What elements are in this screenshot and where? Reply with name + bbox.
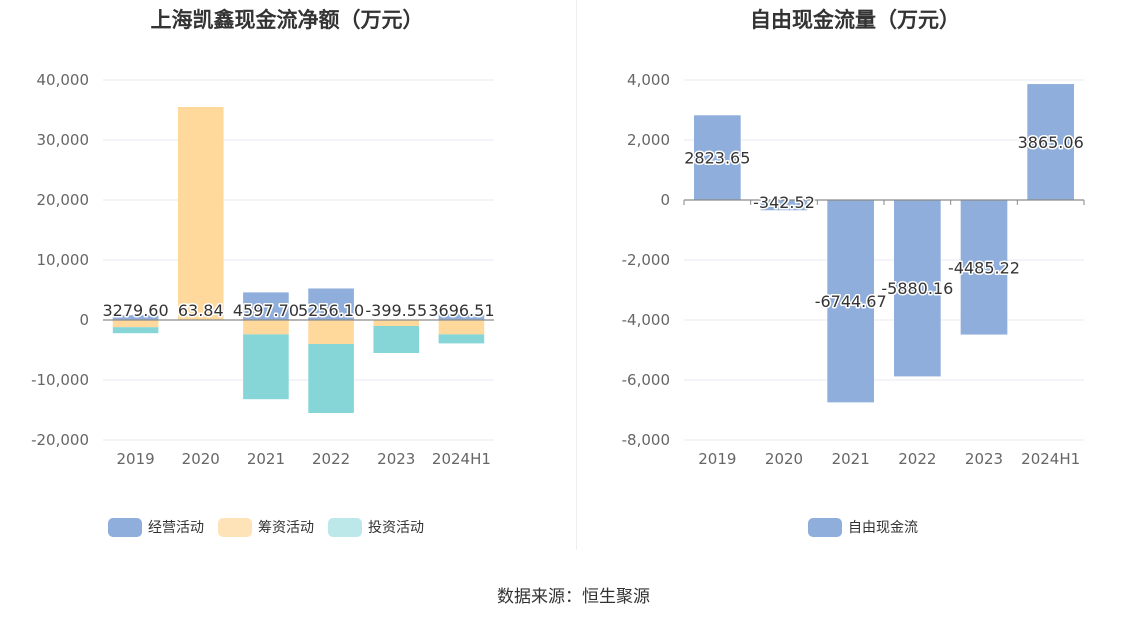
y-tick-label: -2,000 bbox=[622, 251, 670, 269]
bar-3 bbox=[438, 334, 485, 344]
y-tick-label: -4,000 bbox=[622, 311, 670, 329]
x-tick-label: 2023 bbox=[965, 450, 1003, 468]
data-label: 3865.06 bbox=[1018, 133, 1084, 152]
left-chart-title: 上海凯鑫现金流净额（万元） bbox=[150, 8, 424, 32]
left-chart-panel: -20,000 -10,000 0 10,000 20,000 30,000 40,000 2… bbox=[0, 0, 576, 500]
right-chart-legend: 自由现金流 bbox=[808, 517, 932, 537]
right-chart-panel: -8,000 -6,000 -4,000 -2,000 0 2,000 4,000 2019 2… bbox=[577, 0, 1147, 500]
bar-1 bbox=[243, 292, 289, 320]
legend-item-financing[interactable]: 筹资活动 bbox=[218, 517, 314, 537]
data-label: -6744.67 bbox=[815, 292, 887, 311]
bar-1 bbox=[760, 200, 808, 211]
y-tick-label: 40,000 bbox=[37, 71, 90, 89]
legend-swatch bbox=[808, 517, 842, 537]
data-label: -5880.16 bbox=[881, 279, 953, 298]
x-tick-label: 2021 bbox=[832, 450, 870, 468]
y-tick-label: 4,000 bbox=[627, 71, 670, 89]
bar-2 bbox=[308, 320, 354, 344]
legend-label: 经营活动 bbox=[148, 520, 204, 536]
legend-item-operating[interactable]: 经营活动 bbox=[108, 517, 204, 537]
y-tick-label: -10,000 bbox=[31, 371, 89, 389]
data-label: 2823.65 bbox=[684, 149, 750, 168]
legend-swatch bbox=[218, 517, 252, 537]
bar-2 bbox=[438, 320, 485, 335]
x-tick-label: 2019 bbox=[116, 450, 154, 468]
data-label: -399.55 bbox=[365, 301, 427, 320]
bar-1 bbox=[827, 200, 874, 403]
left-chart-legend: 经营活动 筹资活动 投资活动 bbox=[108, 517, 438, 537]
y-tick-label: -8,000 bbox=[622, 431, 670, 449]
data-label: 3696.51 bbox=[428, 301, 494, 320]
x-tick-label: 2024H1 bbox=[432, 450, 491, 468]
bar-1 bbox=[694, 115, 741, 200]
bar-3 bbox=[112, 327, 159, 334]
data-label: 63.84 bbox=[178, 301, 224, 320]
bar-1 bbox=[438, 312, 485, 320]
bar-1 bbox=[894, 200, 941, 377]
data-label: -342.52 bbox=[753, 193, 815, 212]
x-tick-label: 2023 bbox=[377, 450, 415, 468]
x-tick-label: 2024H1 bbox=[1021, 450, 1080, 468]
data-label: 4597.70 bbox=[233, 301, 299, 320]
data-label: 5256.10 bbox=[298, 301, 364, 320]
legend-label: 自由现金流 bbox=[848, 520, 918, 536]
bar-2 bbox=[373, 320, 420, 326]
right-chart: -8,000 -6,000 -4,000 -2,000 0 2,000 4,000 2019 2… bbox=[622, 71, 1086, 468]
legend-label: 筹资活动 bbox=[258, 520, 314, 536]
bar-1 bbox=[1027, 84, 1074, 200]
right-chart-title: 自由现金流量（万元） bbox=[750, 8, 960, 32]
bar-2 bbox=[112, 320, 159, 328]
bar-3 bbox=[243, 334, 289, 400]
y-tick-label: 10,000 bbox=[37, 251, 90, 269]
x-tick-label: 2022 bbox=[312, 450, 350, 468]
bar-3 bbox=[373, 326, 420, 353]
y-tick-label: -6,000 bbox=[622, 371, 670, 389]
x-tick-label: 2022 bbox=[898, 450, 936, 468]
x-tick-label: 2021 bbox=[247, 450, 285, 468]
bar-1 bbox=[960, 200, 1008, 335]
bar-1 bbox=[112, 315, 159, 320]
y-tick-label: 0 bbox=[660, 191, 670, 209]
legend-item-investing[interactable]: 投资活动 bbox=[328, 517, 424, 537]
panel-divider bbox=[576, 0, 577, 550]
legend-swatch bbox=[108, 517, 142, 537]
bar-3 bbox=[308, 344, 354, 413]
y-tick-label: 30,000 bbox=[37, 131, 90, 149]
legend-swatch bbox=[328, 517, 362, 537]
legend-label: 投资活动 bbox=[368, 520, 424, 536]
bar-2 bbox=[243, 320, 289, 335]
x-tick-label: 2020 bbox=[765, 450, 803, 468]
y-tick-label: 20,000 bbox=[37, 191, 90, 209]
data-label: -4485.22 bbox=[948, 258, 1020, 277]
data-label: 3279.60 bbox=[102, 301, 168, 320]
bar-1 bbox=[308, 288, 354, 320]
y-tick-label: 0 bbox=[79, 311, 89, 329]
left-chart: -20,000 -10,000 0 10,000 20,000 30,000 40,000 2… bbox=[31, 71, 496, 468]
data-source: 数据来源：恒生聚源 bbox=[497, 587, 650, 607]
x-tick-label: 2019 bbox=[698, 450, 736, 468]
y-tick-label: -20,000 bbox=[31, 431, 89, 449]
bar-2 bbox=[177, 107, 224, 320]
y-tick-label: 2,000 bbox=[627, 131, 670, 149]
legend-item-free-cash-flow[interactable]: 自由现金流 bbox=[808, 517, 918, 537]
x-tick-label: 2020 bbox=[182, 450, 220, 468]
